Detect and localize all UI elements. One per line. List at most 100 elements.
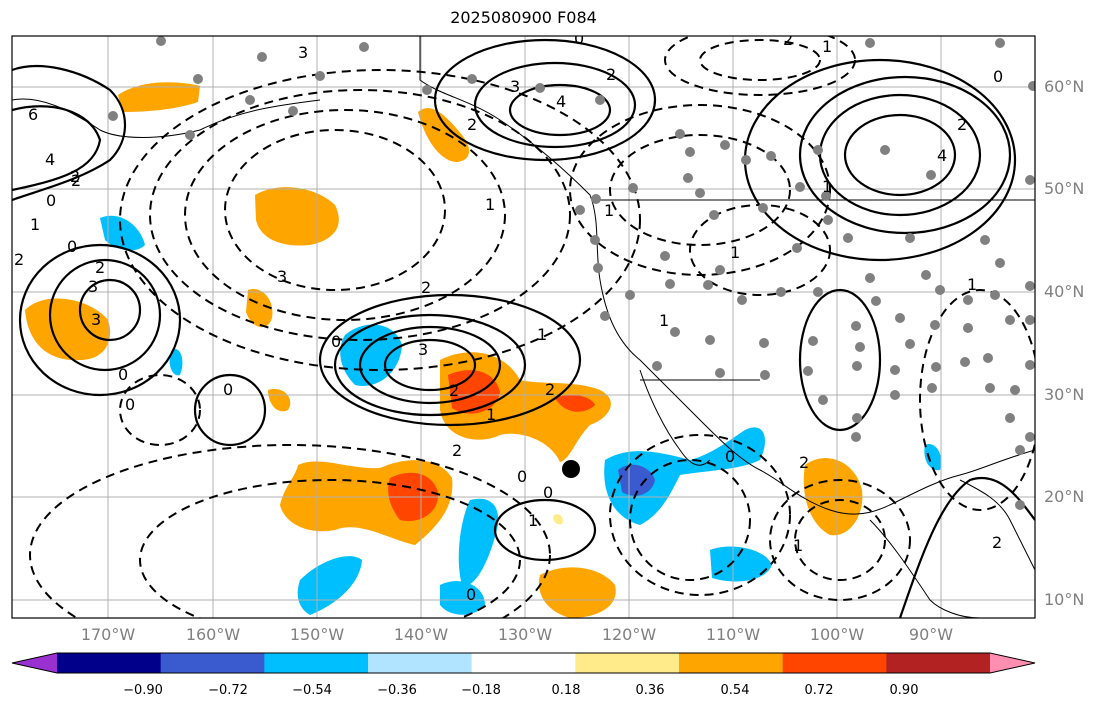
colorbar-tick: −0.72	[208, 683, 248, 698]
dashed-contours	[29, 36, 1035, 618]
colorbar-tick: 0.36	[635, 683, 665, 698]
contour-label: 2	[14, 250, 24, 269]
contour-label: 0	[223, 380, 233, 399]
colorbar-tick: 0.54	[720, 683, 750, 698]
colorbar-cell	[368, 653, 473, 673]
colorbar	[11, 652, 1036, 674]
contour-label: 0	[331, 332, 341, 351]
contour-label: 2	[467, 115, 477, 134]
contour-label: 2	[957, 115, 967, 134]
map-frame	[11, 35, 1036, 619]
contour-label: 4	[556, 92, 566, 111]
shade-negative	[604, 427, 765, 525]
lon-label-130w: 130°W	[497, 625, 553, 644]
colorbar-tick: −0.36	[377, 683, 417, 698]
colorbar-cell	[886, 653, 991, 673]
gridlines	[12, 36, 1035, 618]
shade-positive	[255, 187, 339, 246]
shade-negative	[169, 349, 183, 376]
contour-label: 0	[543, 483, 553, 502]
shade-negative	[297, 556, 362, 615]
colorbar-cell	[679, 653, 784, 673]
contour-label: 1	[659, 311, 669, 330]
contour-label: 2	[606, 65, 616, 84]
colorbar-outline	[11, 652, 1036, 674]
colorbar-tick: 0.18	[551, 683, 581, 698]
contour-label: 0	[574, 29, 584, 48]
contour-label: 1	[485, 195, 495, 214]
lon-label-170w: 170°W	[80, 625, 136, 644]
contour-label: 3	[418, 340, 428, 359]
shade-positive	[118, 82, 200, 112]
map-title: 2025080900 F084	[450, 8, 597, 27]
contour-label: 3	[88, 277, 98, 296]
shade-negative	[618, 464, 655, 496]
lon-label-160w: 160°W	[185, 625, 241, 644]
contour-label: 1	[537, 325, 547, 344]
contour-label: 0	[125, 395, 135, 414]
contour-label: 0	[46, 191, 56, 210]
shade-negative	[100, 215, 145, 251]
contour-label: 2	[783, 30, 793, 49]
contour-labels: 3 2 4 0 1 3 2 1 2 1 4 2 1 0 1 2 3 2 3 2 …	[14, 29, 1003, 604]
shade-positive	[25, 298, 111, 361]
lat-label-50n: 50°N	[1044, 179, 1085, 198]
contour-label: 3	[91, 310, 101, 329]
colorbar-tick: −0.18	[461, 683, 501, 698]
contour-label: 2	[992, 533, 1002, 552]
contour-label: 1	[967, 275, 977, 294]
contour-label: 2	[452, 441, 462, 460]
lon-label-140w: 140°W	[393, 625, 449, 644]
shade-negative	[440, 581, 485, 615]
colorbar-cell	[160, 653, 265, 673]
shade-positive	[268, 389, 291, 412]
lon-label-90w: 90°W	[908, 625, 954, 644]
contour-label: 0	[466, 585, 476, 604]
contour-label: 3	[298, 43, 308, 62]
lat-label-20n: 20°N	[1044, 487, 1085, 506]
lon-label-150w: 150°W	[289, 625, 345, 644]
contour-label: 1	[604, 201, 614, 220]
shade-positive	[246, 289, 273, 328]
lat-label-60n: 60°N	[1044, 77, 1085, 96]
colorbar-tick: −0.54	[292, 683, 332, 698]
contour-label: 3	[510, 77, 520, 96]
colorbar-tick: 0.72	[804, 683, 834, 698]
contour-label: 1	[793, 536, 803, 555]
coastlines	[12, 36, 1035, 618]
lat-label-40n: 40°N	[1044, 282, 1085, 301]
contour-label: 0	[517, 467, 527, 486]
colorbar-tick: 0.90	[889, 683, 919, 698]
contour-label: 0	[993, 67, 1003, 86]
colorbar-cell	[57, 653, 162, 673]
colorbar-tick: −0.90	[123, 683, 163, 698]
contour-label: 1	[30, 215, 40, 234]
lon-label-110w: 110°W	[705, 625, 761, 644]
colorbar-cell	[782, 653, 887, 673]
shade-positive	[553, 514, 563, 525]
contour-label: 3	[277, 267, 287, 286]
contour-label: 1	[822, 177, 832, 196]
shade-positive	[555, 394, 595, 412]
contour-label: 2	[799, 453, 809, 472]
contour-label: 0	[67, 237, 77, 256]
colorbar-extend-left	[12, 653, 57, 673]
shading-layer	[25, 82, 942, 618]
colorbar-cell	[471, 653, 576, 673]
shade-positive	[418, 108, 470, 162]
colorbar-cell	[575, 653, 680, 673]
lon-label-120w: 120°W	[601, 625, 657, 644]
station-dots	[108, 36, 1035, 510]
colorbar-cell	[264, 653, 369, 673]
shade-positive	[448, 370, 500, 414]
contour-label: 2	[70, 167, 80, 186]
contour-label: 2	[545, 380, 555, 399]
contour-label: 1	[486, 405, 496, 424]
contour-label: 1	[822, 37, 832, 56]
contour-label: 4	[937, 146, 947, 165]
shade-positive	[538, 567, 616, 618]
contour-label: 2	[449, 381, 459, 400]
lon-label-100w: 100°W	[809, 625, 865, 644]
shade-negative	[710, 546, 772, 582]
